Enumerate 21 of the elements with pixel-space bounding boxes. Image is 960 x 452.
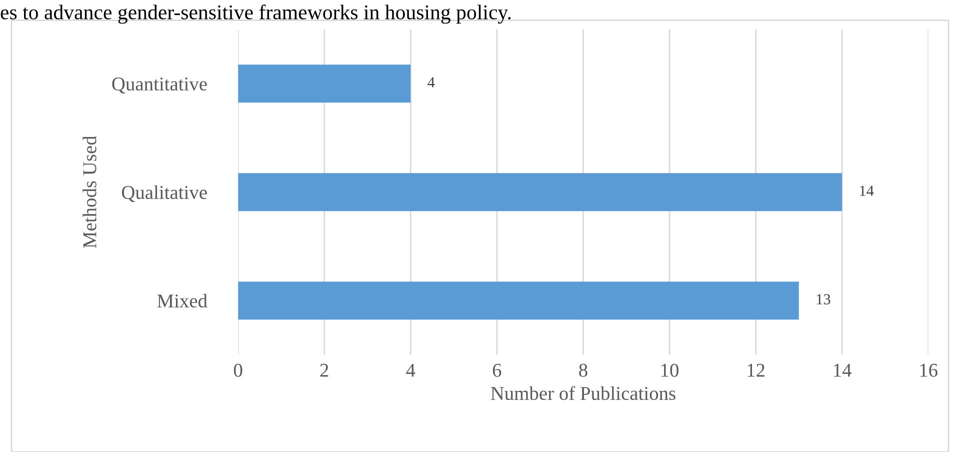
text: es to advance gender-sensitive frameworks in housing policy.	[0, 4, 511, 24]
data-label: 14	[860, 186, 874, 196]
x-tick-label: 2	[320, 364, 328, 377]
y-tick-label: Qualitative	[122, 185, 207, 202]
x-tick-label: 4	[406, 364, 416, 377]
y-tick-label: Quantitative	[112, 77, 207, 94]
x-tick-label: 10	[661, 364, 678, 377]
y-tick-label: Mixed	[157, 294, 208, 308]
x-tick-label: 8	[579, 364, 588, 377]
data-label: 13	[816, 294, 830, 304]
x-tick-label: 16	[920, 364, 938, 377]
x-axis-title: Number of Publications	[490, 386, 676, 400]
y-axis-title: Methods Used	[82, 136, 96, 248]
bar	[238, 64, 411, 103]
x-tick-label: 0	[234, 364, 242, 377]
x-tick-label: 14	[834, 364, 852, 377]
x-tick-label: 6	[492, 364, 502, 377]
data-label: 4	[428, 77, 435, 88]
bar	[238, 282, 799, 320]
x-tick-label: 12	[748, 364, 764, 377]
bar	[238, 173, 842, 212]
